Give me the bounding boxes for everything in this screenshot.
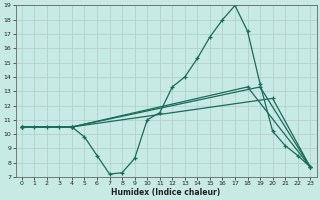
X-axis label: Humidex (Indice chaleur): Humidex (Indice chaleur) — [111, 188, 221, 197]
